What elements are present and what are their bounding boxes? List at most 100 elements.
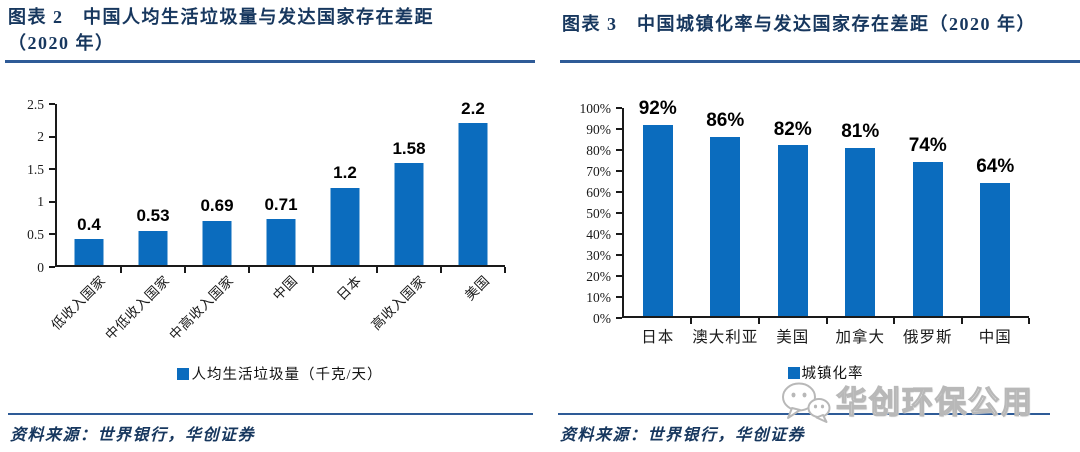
bar-value-label: 0.4 xyxy=(77,214,101,234)
figure-2-footer: 资料来源：世界银行，华创证券 xyxy=(8,413,533,445)
bar-category-cell: 0.4 低收入国家 xyxy=(48,104,121,333)
footer-separator-rule xyxy=(8,413,533,415)
y-axis-tick xyxy=(616,254,622,256)
x-axis-label: 加拿大 xyxy=(835,329,885,346)
x-axis-tick xyxy=(184,267,186,273)
y-axis-tick-label: 60% xyxy=(586,184,611,200)
bar xyxy=(138,230,168,265)
wechat-watermark: 华创环保公用 xyxy=(780,380,1034,424)
bar-value-label: 0.53 xyxy=(136,206,170,226)
y-axis-tick-label: 2 xyxy=(37,128,44,144)
bar-value-label: 92% xyxy=(638,97,677,119)
y-axis-tick xyxy=(616,128,622,130)
bar-category-cell: 0.69 中高收入国家 xyxy=(166,104,249,343)
chart-canvas: 0% 10% 20% 30% 40% 50% 60% 70% 80% 90% 100% 92% 日本 8… xyxy=(560,98,1030,346)
chart-canvas: 0 0.5 1 1.5 2 2.5 0.4 低收入国家 0.53 中低收入国家 0.69 中高收入国… xyxy=(0,97,506,343)
y-axis-tick-label: 80% xyxy=(586,142,611,158)
y-axis-tick xyxy=(616,191,622,193)
x-axis-label: 中国 xyxy=(978,329,1012,346)
bar-value-label: 86% xyxy=(706,110,745,132)
title-separator-rule xyxy=(5,60,535,63)
bar-value-label: 0.69 xyxy=(200,195,234,215)
bar-category-cell: 82% 美国 xyxy=(759,108,827,346)
figure-title-line-2: （2020 年） xyxy=(8,32,115,53)
chart-legend: 人均生活垃圾量（千克/天） xyxy=(55,363,505,384)
bar-value-label: 74% xyxy=(908,135,947,157)
y-axis-tick xyxy=(49,103,55,105)
bar-category-cell: 1.58 高收入国家 xyxy=(368,104,441,333)
figure-title-line-1: 图表 2 中国人均生活垃圾量与发达国家存在差距 xyxy=(8,7,434,27)
y-axis-tick-label: 40% xyxy=(586,226,611,242)
urbanization-rate-bar-chart: 0% 10% 20% 30% 40% 50% 60% 70% 80% 90% 100% 92% 日本 8… xyxy=(560,98,1030,383)
bar-value-label: 64% xyxy=(976,156,1015,177)
bar xyxy=(642,124,673,316)
y-axis-tick xyxy=(616,107,622,109)
y-axis-tick xyxy=(49,168,55,171)
bar-category-cell: 2.2 美国 xyxy=(441,99,505,303)
y-axis-tick xyxy=(49,135,55,138)
bar-category-cell: 86% 澳大利亚 xyxy=(692,108,760,346)
bar xyxy=(912,162,943,316)
x-axis-tick xyxy=(248,267,250,273)
x-axis-tick xyxy=(960,318,963,324)
y-axis-tick-label: 1 xyxy=(37,194,44,210)
footer-separator-rule xyxy=(558,413,1050,415)
watermark-text: 华创环保公用 xyxy=(835,384,1034,420)
y-axis-tick xyxy=(49,200,55,203)
bar xyxy=(394,163,424,265)
x-axis-tick xyxy=(504,267,506,273)
bar-value-label: 1.2 xyxy=(333,163,357,183)
y-axis-tick xyxy=(49,233,55,236)
bar xyxy=(710,137,741,316)
title-separator-rule xyxy=(560,60,1080,63)
y-axis-tick-label: 70% xyxy=(586,163,611,179)
bar xyxy=(980,182,1011,316)
y-axis: 0% 10% 20% 30% 40% 50% 60% 70% 80% 90% 100% xyxy=(560,101,622,324)
bar-category-cell: 0.53 中低收入国家 xyxy=(102,104,185,342)
bar xyxy=(266,219,296,265)
bar-value-label: 1.58 xyxy=(392,138,426,158)
plot-area: 0.4 低收入国家 0.53 中低收入国家 0.69 中高收入国家 0.71 中国 1.2 日本 1… xyxy=(48,99,506,343)
plot-area: 92% 日本 86% 澳大利亚 82% 美国 81% 加拿大 74% 俄罗斯 64% 中国 xyxy=(622,98,1030,346)
source-text: 资料来源：世界银行，华创证券 xyxy=(10,427,256,444)
x-axis-label: 美国 xyxy=(776,329,810,346)
y-axis-tick-label: 90% xyxy=(586,121,611,137)
figure-3-footer: 资料来源：世界银行，华创证券 xyxy=(558,413,1050,445)
y-axis-tick-label: 0 xyxy=(37,259,44,275)
wechat-icon xyxy=(782,382,831,423)
figure-3-panel: 图表 3 中国城镇化率与发达国家存在差距（2020 年） 0% 10% 20% 30%… xyxy=(540,0,1080,452)
x-axis-tick xyxy=(120,267,122,273)
bar xyxy=(458,123,488,265)
bar-category-cell: 92% 日本 xyxy=(624,98,692,346)
bar-category-cell: 64% 中国 xyxy=(962,108,1030,346)
y-axis-tick-label: 1.5 xyxy=(27,161,44,177)
bar-category-cell: 1.2 日本 xyxy=(313,104,377,303)
x-axis-tick xyxy=(892,318,895,324)
y-axis-tick-label: 10% xyxy=(586,289,611,305)
bar xyxy=(845,147,876,316)
x-axis-tick xyxy=(376,267,378,273)
bar-category-cell: 0.71 中国 xyxy=(249,104,313,303)
y-axis-tick xyxy=(616,212,622,214)
y-axis-tick-label: 2.5 xyxy=(27,96,44,112)
y-axis-tick xyxy=(49,266,55,268)
figure-2-title: 图表 2 中国人均生活垃圾量与发达国家存在差距 （2020 年） xyxy=(8,5,500,58)
waste-per-capita-bar-chart: 0 0.5 1 1.5 2 2.5 0.4 低收入国家 0.53 中低收入国家 0.69 中高收入国… xyxy=(0,97,506,384)
y-axis-tick-label: 20% xyxy=(586,268,611,284)
y-axis-tick-label: 30% xyxy=(586,247,611,263)
legend-label: 城镇化率 xyxy=(801,366,864,382)
y-axis-tick-label: 100% xyxy=(579,100,612,116)
source-text: 资料来源：世界银行，华创证券 xyxy=(560,427,806,444)
y-axis-tick xyxy=(616,296,622,298)
bar xyxy=(202,220,232,265)
y-axis-tick xyxy=(616,275,622,277)
legend-label: 人均生活垃圾量（千克/天） xyxy=(191,367,383,383)
y-axis-tick-label: 0% xyxy=(593,310,611,326)
bar xyxy=(74,239,104,265)
bar-value-label: 82% xyxy=(773,118,812,140)
figure-2-panel: 图表 2 中国人均生活垃圾量与发达国家存在差距 （2020 年） 0 0.5 1 1.… xyxy=(0,5,535,445)
bar-value-label: 2.2 xyxy=(461,98,485,118)
bar-value-label: 0.71 xyxy=(264,194,298,214)
y-axis-tick xyxy=(616,233,622,235)
